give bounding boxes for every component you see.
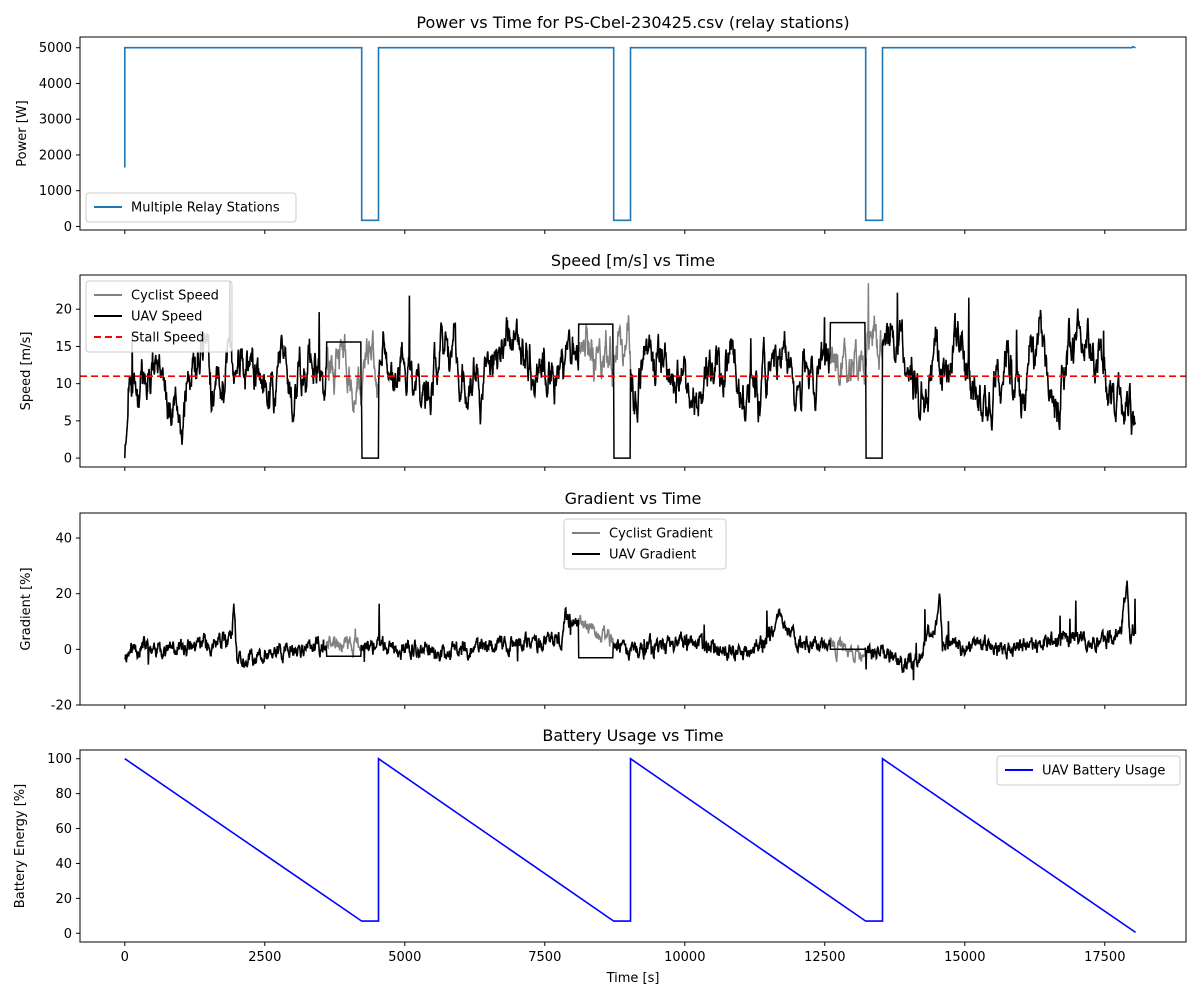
y-tick-label: 80 [55, 787, 72, 802]
axes-frame [79, 749, 1187, 943]
series-line-uav-battery-usage [124, 757, 1137, 934]
legend-label: Multiple Relay Stations [131, 201, 280, 216]
y-tick-label: 10 [55, 377, 72, 392]
x-tick-label: 17500 [1084, 950, 1125, 965]
legend-box [996, 755, 1181, 786]
chart-title: Power vs Time for PS-Cbel-230425.csv (re… [416, 13, 849, 32]
y-tick-label: 20 [55, 587, 72, 602]
legend-label: Cyclist Gradient [609, 527, 713, 542]
x-axis-label: Time [s] [606, 971, 660, 986]
x-tick-label: 10000 [664, 950, 705, 965]
axes-frame [79, 274, 1187, 468]
axes-frame [79, 512, 1187, 706]
y-tick-label: 20 [55, 303, 72, 318]
plot-area [124, 45, 1136, 222]
legend-label: Stall Speed [131, 331, 204, 346]
legend-label: UAV Gradient [609, 548, 696, 563]
series-line-multiple-relay-stations [124, 45, 1136, 222]
legend: Cyclist Gradient UAV Gradient [563, 518, 727, 570]
y-axis-label: Gradient [%] [19, 567, 34, 650]
y-tick-label: -20 [51, 699, 72, 714]
y-axis-label: Speed [m/s] [19, 332, 34, 411]
legend-box [85, 280, 233, 353]
x-tick-label: 12500 [804, 950, 845, 965]
plot-area [124, 580, 1137, 681]
y-tick-label: 5 [64, 414, 72, 429]
y-tick-label: 2000 [39, 148, 72, 163]
legend-label: UAV Speed [131, 310, 202, 325]
x-tick-label: 2500 [248, 950, 281, 965]
legend-box [85, 192, 297, 223]
panel-4: Battery Usage vs Time Battery Energy [%] T… [13, 726, 1187, 986]
y-tick-label: 0 [64, 927, 72, 942]
y-axis-label: Power [W] [15, 100, 30, 166]
legend: Cyclist Speed UAV Speed Stall Speed [85, 280, 233, 353]
y-tick-label: 60 [55, 822, 72, 837]
panel-1: Power vs Time for PS-Cbel-230425.csv (re… [15, 13, 1187, 235]
legend-label: Cyclist Speed [131, 289, 219, 304]
chart-title: Battery Usage vs Time [542, 726, 723, 745]
y-tick-label: 3000 [39, 113, 72, 128]
y-tick-label: 1000 [39, 184, 72, 199]
plot-area [80, 280, 1186, 459]
series-line-cyclist-gradient [124, 580, 1137, 681]
panel-3: Gradient vs Time Gradient [%] -20 0 20 40 Cycl… [19, 489, 1187, 714]
x-tick-label: 5000 [388, 950, 421, 965]
chart-title: Gradient vs Time [565, 489, 702, 508]
plot-area [124, 757, 1137, 934]
panel-2: Speed [m/s] vs Time Speed [m/s] 0 5 10 15 20 Cy… [19, 251, 1187, 471]
y-axis-label: Battery Energy [%] [13, 784, 28, 908]
x-tick-label: 15000 [944, 950, 985, 965]
y-tick-label: 40 [55, 532, 72, 547]
y-tick-label: 100 [47, 752, 72, 767]
series-line-uav-speed [124, 280, 1137, 459]
legend: Multiple Relay Stations [85, 192, 297, 223]
y-tick-label: 20 [55, 892, 72, 907]
x-tick-label: 0 [121, 950, 129, 965]
legend: UAV Battery Usage [996, 755, 1181, 786]
y-tick-label: 5000 [39, 41, 72, 56]
chart-title: Speed [m/s] vs Time [551, 251, 715, 270]
y-tick-label: 4000 [39, 77, 72, 92]
y-tick-label: 40 [55, 857, 72, 872]
y-tick-label: 0 [64, 643, 72, 658]
y-tick-label: 0 [64, 452, 72, 467]
y-tick-label: 15 [55, 340, 72, 355]
legend-box [563, 518, 727, 570]
axes-frame [79, 36, 1187, 231]
x-tick-label: 7500 [528, 950, 561, 965]
y-tick-label: 0 [64, 220, 72, 235]
series-line-uav-gradient [124, 580, 1137, 681]
legend-label: UAV Battery Usage [1042, 764, 1165, 779]
